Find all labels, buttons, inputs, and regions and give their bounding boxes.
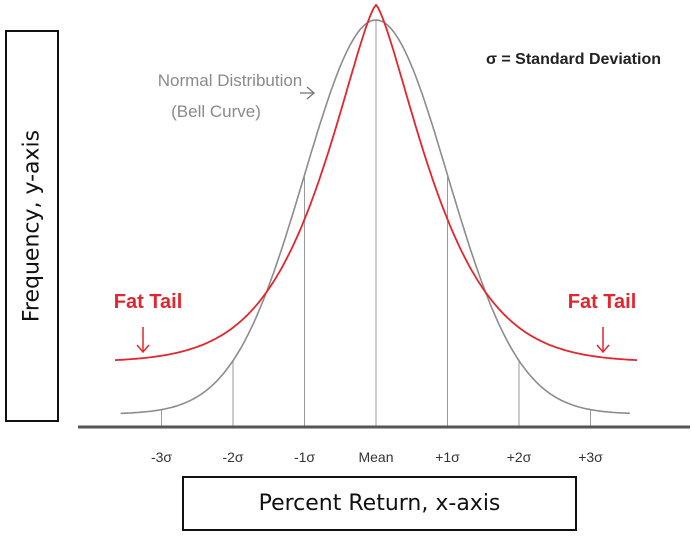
normal-distribution-curve: [120, 19, 630, 415]
x-tick-label: -1σ: [294, 449, 315, 465]
x-tick-label: +1σ: [435, 449, 460, 465]
x-tick-labels: -3σ -2σ -1σ Mean +1σ +2σ +3σ: [151, 449, 603, 465]
x-tick-label: -3σ: [151, 449, 172, 465]
y-axis-label: Frequency, y-axis: [19, 129, 45, 323]
x-tick-label: +2σ: [507, 449, 532, 465]
x-axis-label-box: Percent Return, x-axis: [182, 476, 577, 531]
y-axis-label-box: Frequency, y-axis: [5, 30, 59, 422]
x-tick-label: -2σ: [222, 449, 243, 465]
fat-tail-right-arrow-icon: [596, 327, 610, 354]
fat-tail-left-label: Fat Tail: [114, 291, 183, 313]
sigma-gridlines: [161, 20, 591, 427]
fat-tail-right-label: Fat Tail: [568, 291, 637, 313]
fat-tail-left-arrow-icon: [136, 327, 150, 354]
bell-curve-label: (Bell Curve): [171, 102, 261, 121]
x-tick-label: +3σ: [578, 449, 603, 465]
standard-deviation-note: σ = Standard Deviation: [486, 51, 661, 68]
fat-tail-curve: [114, 3, 638, 362]
normal-label-arrow-icon: [300, 86, 315, 100]
x-tick-label: Mean: [358, 449, 393, 465]
normal-distribution-label: Normal Distribution: [158, 71, 303, 90]
x-axis-label: Percent Return, x-axis: [258, 491, 501, 516]
